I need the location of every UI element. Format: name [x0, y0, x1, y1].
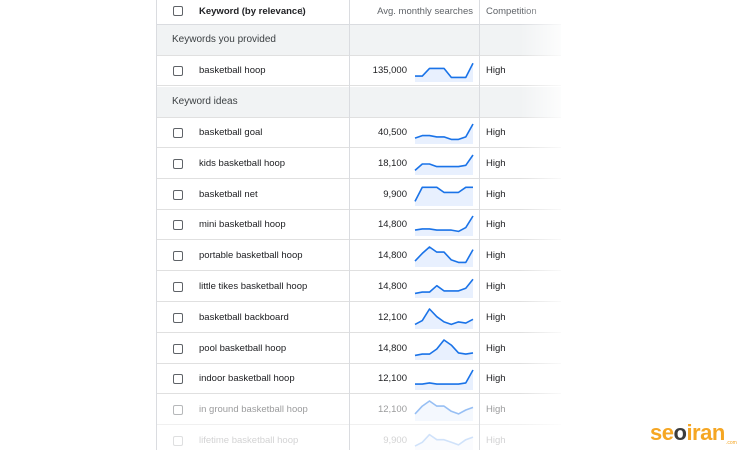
monthly-searches-value: 135,000 — [372, 65, 407, 76]
monthly-searches-value: 14,800 — [377, 250, 407, 262]
keyword-row[interactable]: pool basketball hoop 14,800 High — [157, 334, 561, 364]
seoiran-logo: seoiran .com — [650, 420, 737, 446]
trend-sparkline — [414, 186, 473, 206]
competition-value: High — [486, 250, 506, 262]
row-checkbox[interactable] — [173, 251, 183, 262]
keyword-text: mini basketball hoop — [199, 219, 286, 231]
competition-value: High — [486, 311, 506, 323]
trend-sparkline — [415, 370, 474, 391]
monthly-searches-value: 12,100 — [377, 311, 407, 323]
section-title: Keywords you provided — [172, 34, 276, 45]
monthly-searches-value: 14,800 — [377, 219, 407, 231]
column-divider — [479, 0, 480, 450]
keyword-text: portable basketball hoop — [199, 250, 303, 262]
trend-sparkline — [414, 400, 474, 422]
section-title: Keyword ideas — [172, 96, 238, 107]
trend-sparkline-container — [413, 368, 475, 391]
trend-sparkline-container — [413, 214, 475, 237]
keyword-text: pool basketball hoop — [199, 342, 287, 354]
competition-value: High — [486, 435, 506, 446]
monthly-searches-value: 14,800 — [377, 342, 407, 354]
row-checkbox[interactable] — [173, 436, 183, 446]
trend-sparkline-container — [413, 184, 475, 206]
keyword-row[interactable]: mini basketball hoop 14,800 High — [157, 210, 561, 241]
monthly-searches-value: 40,500 — [377, 127, 407, 138]
arrow-down-icon[interactable]: ↓ — [299, 5, 305, 17]
keyword-text: little tikes basketball hoop — [199, 281, 308, 292]
row-checkbox[interactable] — [173, 343, 183, 354]
trend-sparkline — [414, 278, 474, 298]
row-checkbox[interactable] — [173, 405, 183, 416]
competition-value: High — [486, 404, 506, 416]
competition-value: High — [486, 157, 506, 169]
trend-sparkline-container — [413, 276, 475, 298]
column-divider — [349, 0, 350, 450]
trend-sparkline-container — [413, 153, 475, 175]
keyword-text: basketball backboard — [199, 311, 289, 323]
trend-sparkline — [415, 62, 474, 82]
competition-value: High — [486, 219, 506, 231]
row-checkbox[interactable] — [173, 374, 183, 385]
row-checkbox[interactable] — [173, 128, 183, 138]
trend-sparkline — [414, 215, 474, 237]
keyword-row[interactable]: lifetime basketball hoop 9,900 High — [157, 426, 561, 450]
trend-sparkline-container — [413, 399, 475, 422]
keyword-column-header[interactable]: Keyword (by relevance) — [199, 6, 306, 17]
row-checkbox[interactable] — [173, 312, 183, 323]
monthly-searches-value: 9,900 — [383, 188, 407, 200]
competition-value: High — [486, 188, 506, 200]
keyword-row[interactable]: portable basketball hoop 14,800 High — [157, 241, 561, 272]
trend-sparkline-container — [413, 60, 475, 82]
row-checkbox[interactable] — [173, 158, 183, 169]
competition-header[interactable]: Competition — [486, 6, 537, 17]
row-checkbox[interactable] — [173, 66, 183, 76]
keyword-text: basketball hoop — [199, 65, 266, 76]
competition-value: High — [486, 281, 506, 292]
keyword-row[interactable]: basketball goal 40,500 High — [157, 118, 561, 148]
keyword-text: in ground basketball hoop — [199, 404, 308, 416]
trend-sparkline — [414, 433, 474, 450]
keyword-text: kids basketball hoop — [199, 157, 286, 169]
monthly-searches-value: 12,100 — [377, 373, 407, 385]
row-checkbox[interactable] — [173, 282, 183, 292]
monthly-searches-value: 18,100 — [377, 157, 407, 169]
competition-value: High — [486, 373, 506, 385]
keyword-row[interactable]: basketball backboard 12,100 High — [157, 303, 561, 333]
trend-sparkline-container — [413, 307, 475, 329]
trend-sparkline — [414, 154, 474, 175]
trend-sparkline — [414, 123, 474, 144]
trend-sparkline-container — [413, 338, 475, 360]
monthly-searches-value: 9,900 — [383, 435, 407, 446]
keyword-row[interactable]: in ground basketball hoop 12,100 High — [157, 395, 561, 426]
monthly-searches-value: 12,100 — [377, 404, 407, 416]
trend-sparkline-container — [413, 430, 475, 450]
section-keyword-ideas: Keyword ideas — [157, 87, 561, 118]
keyword-row[interactable]: indoor basketball hoop 12,100 High — [157, 364, 561, 395]
row-checkbox[interactable] — [173, 220, 183, 231]
monthly-searches-value: 14,800 — [377, 281, 407, 292]
table-header: Keyword (by relevance) ↓ Avg. monthly se… — [157, 0, 561, 25]
keyword-row[interactable]: little tikes basketball hoop 14,800 High — [157, 272, 561, 302]
keyword-table: Keyword (by relevance) ↓ Avg. monthly se… — [156, 0, 561, 450]
keyword-row[interactable]: basketball net 9,900 High — [157, 180, 561, 210]
trend-sparkline-container — [413, 245, 475, 268]
avg-monthly-searches-header[interactable]: Avg. monthly searches — [377, 6, 473, 17]
competition-value: High — [486, 127, 506, 138]
keyword-text: basketball goal — [199, 127, 263, 138]
trend-sparkline — [414, 307, 474, 329]
keyword-text: basketball net — [199, 188, 258, 200]
keyword-row[interactable]: kids basketball hoop 18,100 High — [157, 149, 561, 179]
competition-value: High — [486, 342, 506, 354]
competition-value: High — [486, 65, 506, 76]
keyword-text: indoor basketball hoop — [199, 373, 295, 385]
trend-sparkline-container — [413, 122, 475, 144]
section-keywords-provided: Keywords you provided — [157, 25, 561, 56]
keyword-row[interactable]: basketball hoop 135,000 High — [157, 56, 561, 86]
row-checkbox[interactable] — [173, 189, 183, 200]
select-all-checkbox[interactable] — [173, 6, 183, 16]
trend-sparkline — [414, 338, 474, 360]
trend-sparkline — [414, 246, 474, 268]
keyword-text: lifetime basketball hoop — [199, 435, 299, 446]
